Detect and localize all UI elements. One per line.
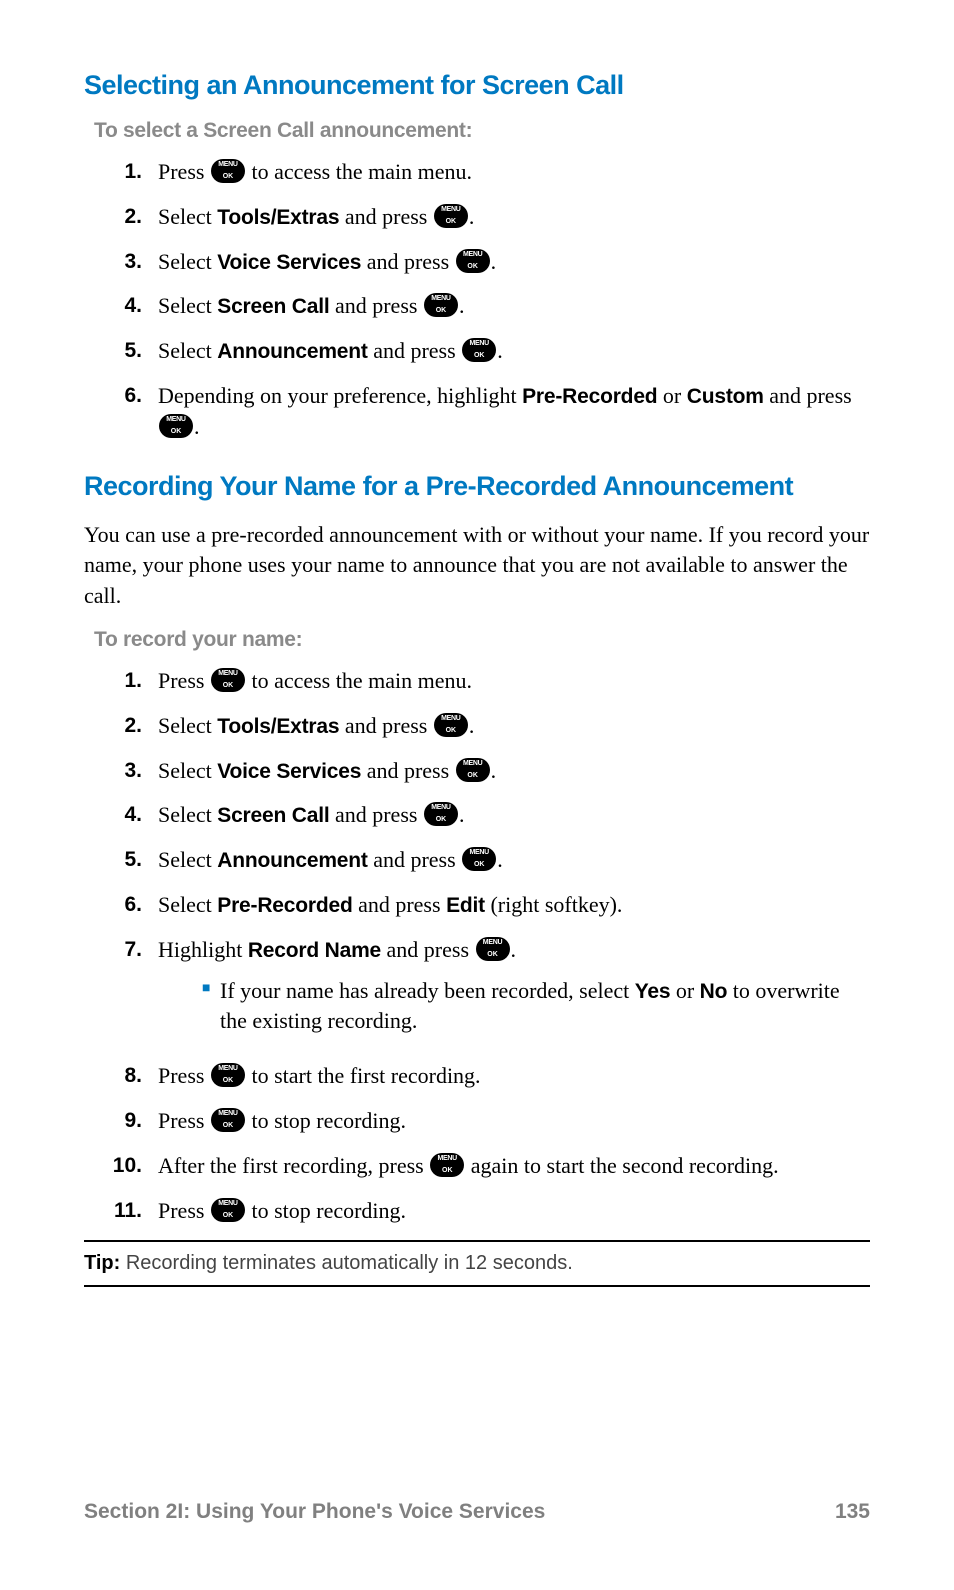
list-item: 2. Select Tools/Extras and press . [84, 711, 870, 742]
list-item: 4. Select Screen Call and press . [84, 800, 870, 831]
step-body: Highlight Record Name and press . ■ If y… [158, 935, 870, 1047]
list-item: 3. Select Voice Services and press . [84, 247, 870, 278]
step-number: 11. [84, 1196, 158, 1225]
step-number: 1. [84, 666, 158, 695]
list-item: 6. Depending on your preference, highlig… [84, 381, 870, 443]
section1-steps: 1. Press to access the main menu. 2. Sel… [84, 157, 870, 443]
section2-subheading: To record your name: [94, 628, 870, 652]
step-number: 1. [84, 157, 158, 186]
menu-ok-icon [456, 249, 490, 273]
list-item: 2. Select Tools/Extras and press . [84, 202, 870, 233]
list-item: 10. After the first recording, press aga… [84, 1151, 870, 1182]
step-number: 6. [84, 381, 158, 410]
footer-page-number: 135 [835, 1500, 870, 1524]
sub-body: If your name has already been recorded, … [220, 976, 870, 1038]
step-body: Press to stop recording. [158, 1196, 870, 1227]
step-number: 2. [84, 202, 158, 231]
menu-ok-icon [211, 159, 245, 183]
step-number: 10. [84, 1151, 158, 1180]
sub-list-item: ■ If your name has already been recorded… [202, 976, 870, 1038]
step-body: Press to access the main menu. [158, 157, 870, 188]
footer-section: Section 2I: Using Your Phone's Voice Ser… [84, 1500, 545, 1524]
list-item: 5. Select Announcement and press . [84, 845, 870, 876]
step-body: Select Announcement and press . [158, 845, 870, 876]
list-item: 3. Select Voice Services and press . [84, 756, 870, 787]
tip-label: Tip: [84, 1252, 120, 1274]
menu-ok-icon [424, 802, 458, 826]
step-number: 4. [84, 291, 158, 320]
list-item: 1. Press to access the main menu. [84, 157, 870, 188]
step-number: 9. [84, 1106, 158, 1135]
step-number: 2. [84, 711, 158, 740]
menu-ok-icon [211, 668, 245, 692]
page-footer: Section 2I: Using Your Phone's Voice Ser… [84, 1500, 870, 1524]
menu-ok-icon [430, 1153, 464, 1177]
step-number: 6. [84, 890, 158, 919]
list-item: 7. Highlight Record Name and press . ■ I… [84, 935, 870, 1047]
section1-subheading: To select a Screen Call announcement: [94, 119, 870, 143]
section1-heading: Selecting an Announcement for Screen Cal… [84, 70, 870, 101]
menu-ok-icon [159, 414, 193, 438]
step-body: Select Voice Services and press . [158, 247, 870, 278]
menu-ok-icon [462, 847, 496, 871]
step-number: 5. [84, 845, 158, 874]
menu-ok-icon [211, 1198, 245, 1222]
list-item: 6. Select Pre-Recorded and press Edit (r… [84, 890, 870, 921]
tip-box: Tip: Recording terminates automatically … [84, 1240, 870, 1287]
section2-intro: You can use a pre-recorded announcement … [84, 520, 870, 612]
step-body: Select Voice Services and press . [158, 756, 870, 787]
step-number: 3. [84, 247, 158, 276]
step-number: 5. [84, 336, 158, 365]
step-body: Select Tools/Extras and press . [158, 202, 870, 233]
menu-ok-icon [211, 1063, 245, 1087]
step-body: Select Screen Call and press . [158, 800, 870, 831]
list-item: 1. Press to access the main menu. [84, 666, 870, 697]
step-body: Press to stop recording. [158, 1106, 870, 1137]
menu-ok-icon [476, 937, 510, 961]
menu-ok-icon [211, 1108, 245, 1132]
manual-page: Selecting an Announcement for Screen Cal… [0, 0, 954, 1590]
menu-ok-icon [456, 758, 490, 782]
list-item: 11. Press to stop recording. [84, 1196, 870, 1227]
step-body: Select Screen Call and press . [158, 291, 870, 322]
menu-ok-icon [424, 293, 458, 317]
tip-text: Recording terminates automatically in 12… [120, 1252, 572, 1274]
menu-ok-icon [434, 204, 468, 228]
step-body: After the first recording, press again t… [158, 1151, 870, 1182]
step-body: Depending on your preference, highlight … [158, 381, 870, 443]
sub-list: ■ If your name has already been recorded… [158, 976, 870, 1038]
step-number: 3. [84, 756, 158, 785]
menu-ok-icon [462, 338, 496, 362]
list-item: 9. Press to stop recording. [84, 1106, 870, 1137]
step-number: 8. [84, 1061, 158, 1090]
menu-ok-icon [434, 713, 468, 737]
step-body: Select Announcement and press . [158, 336, 870, 367]
step-number: 4. [84, 800, 158, 829]
list-item: 8. Press to start the first recording. [84, 1061, 870, 1092]
bullet-icon: ■ [202, 976, 220, 1003]
step-body: Select Pre-Recorded and press Edit (righ… [158, 890, 870, 921]
list-item: 5. Select Announcement and press . [84, 336, 870, 367]
step-body: Select Tools/Extras and press . [158, 711, 870, 742]
step-number: 7. [84, 935, 158, 964]
section2-steps: 1. Press to access the main menu. 2. Sel… [84, 666, 870, 1226]
section2-heading: Recording Your Name for a Pre-Recorded A… [84, 471, 870, 502]
list-item: 4. Select Screen Call and press . [84, 291, 870, 322]
step-body: Press to start the first recording. [158, 1061, 870, 1092]
step-body: Press to access the main menu. [158, 666, 870, 697]
